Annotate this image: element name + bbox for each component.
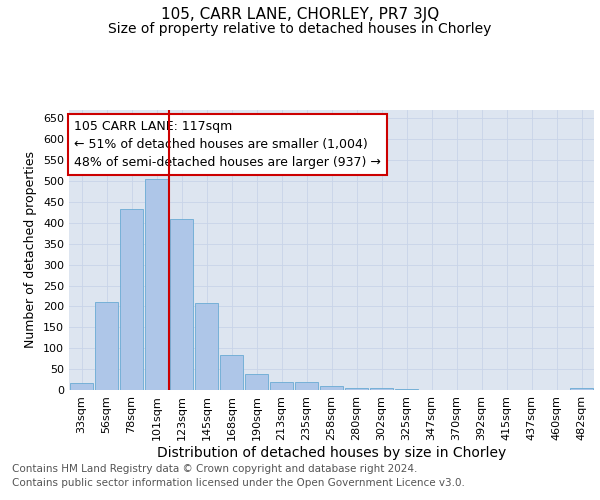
Bar xyxy=(220,356,244,390)
Bar xyxy=(95,302,118,390)
Bar xyxy=(269,382,293,390)
Bar xyxy=(170,218,193,390)
Bar xyxy=(145,179,169,390)
Bar xyxy=(295,382,319,390)
Text: Contains HM Land Registry data © Crown copyright and database right 2024.
Contai: Contains HM Land Registry data © Crown c… xyxy=(12,464,465,487)
Bar xyxy=(344,388,368,390)
Bar xyxy=(119,209,143,390)
Bar xyxy=(320,386,343,390)
Text: 105 CARR LANE: 117sqm
← 51% of detached houses are smaller (1,004)
48% of semi-d: 105 CARR LANE: 117sqm ← 51% of detached … xyxy=(74,120,381,169)
Bar xyxy=(569,388,593,390)
Y-axis label: Number of detached properties: Number of detached properties xyxy=(25,152,37,348)
Bar xyxy=(70,383,94,390)
Bar xyxy=(370,388,394,390)
X-axis label: Distribution of detached houses by size in Chorley: Distribution of detached houses by size … xyxy=(157,446,506,460)
Bar xyxy=(194,303,218,390)
Bar xyxy=(245,374,268,390)
Text: Size of property relative to detached houses in Chorley: Size of property relative to detached ho… xyxy=(109,22,491,36)
Text: 105, CARR LANE, CHORLEY, PR7 3JQ: 105, CARR LANE, CHORLEY, PR7 3JQ xyxy=(161,8,439,22)
Bar xyxy=(395,389,418,390)
